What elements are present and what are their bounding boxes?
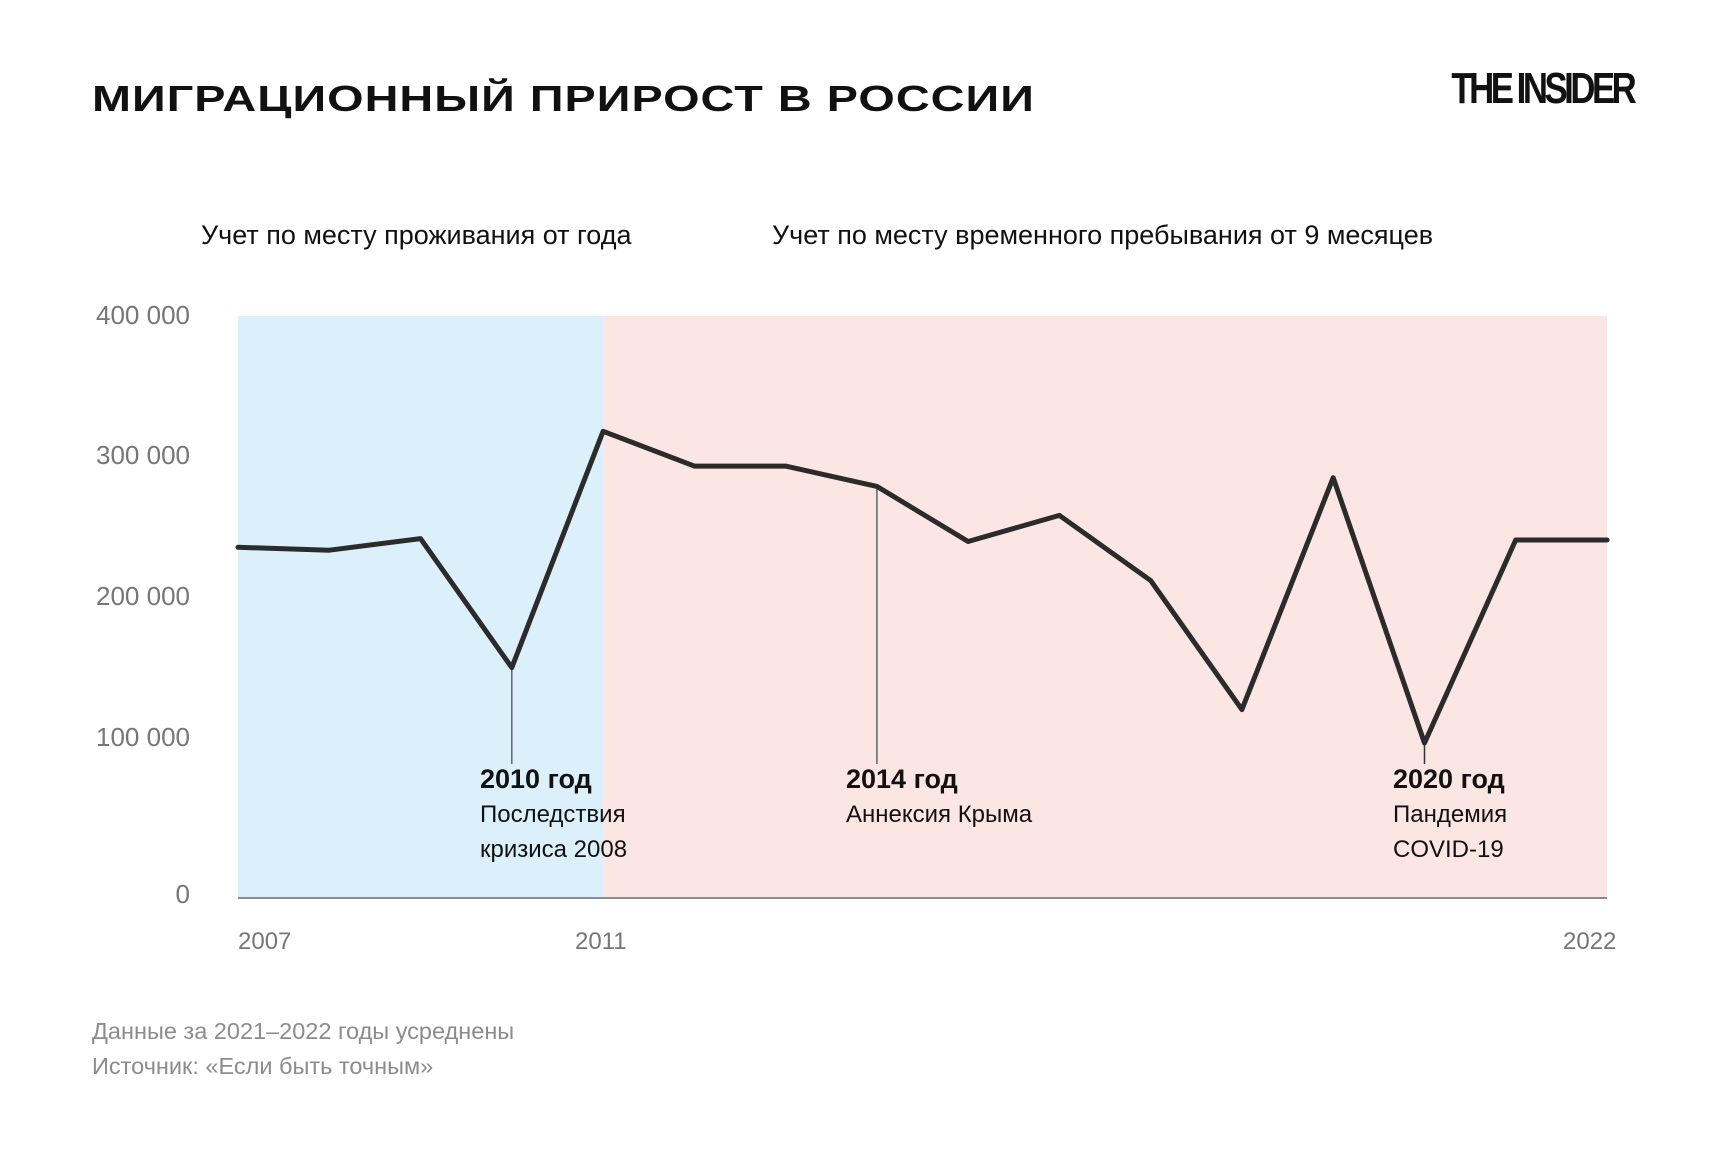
svg-text:COVID-19: COVID-19: [1393, 836, 1504, 863]
svg-text:кризиса 2008: кризиса 2008: [480, 836, 627, 863]
svg-text:2014 год: 2014 год: [846, 764, 958, 794]
svg-text:300 000: 300 000: [96, 440, 190, 470]
svg-text:2020 год: 2020 год: [1393, 764, 1505, 794]
svg-text:200 000: 200 000: [96, 581, 190, 611]
svg-text:2007: 2007: [238, 928, 291, 955]
svg-text:400 000: 400 000: [96, 300, 190, 330]
svg-text:Аннексия Крыма: Аннексия Крыма: [846, 801, 1033, 828]
svg-text:2011: 2011: [575, 928, 627, 955]
svg-text:2010 год: 2010 год: [480, 764, 592, 794]
svg-text:100 000: 100 000: [96, 722, 190, 752]
svg-text:2022: 2022: [1563, 928, 1616, 955]
svg-text:Последствия: Последствия: [480, 801, 626, 828]
svg-text:0: 0: [176, 879, 190, 909]
svg-text:Пандемия: Пандемия: [1393, 801, 1507, 828]
